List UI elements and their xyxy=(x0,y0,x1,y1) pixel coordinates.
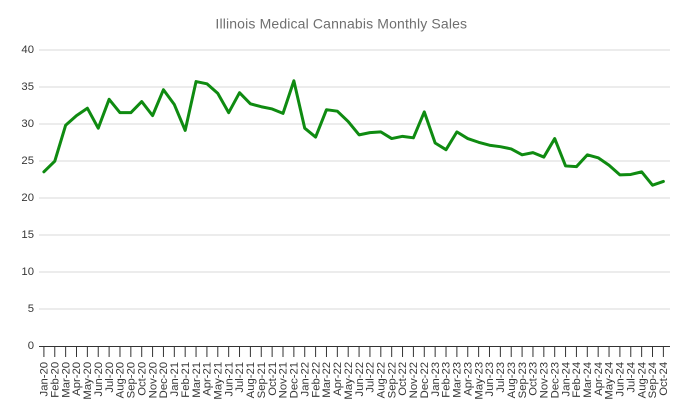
svg-text:Dec-23: Dec-23 xyxy=(549,362,561,398)
svg-text:25: 25 xyxy=(21,155,34,167)
svg-text:Apr-21: Apr-21 xyxy=(202,362,214,396)
svg-text:20: 20 xyxy=(21,192,34,204)
svg-text:Aug-21: Aug-21 xyxy=(245,362,257,398)
svg-text:Aug-23: Aug-23 xyxy=(506,362,518,398)
svg-text:Jun-21: Jun-21 xyxy=(223,362,235,397)
svg-text:Jun-22: Jun-22 xyxy=(354,362,366,397)
svg-text:Nov-20: Nov-20 xyxy=(147,362,159,398)
svg-text:Mar-23: Mar-23 xyxy=(452,362,464,398)
svg-text:Jan-20: Jan-20 xyxy=(39,362,51,397)
svg-text:Oct-23: Oct-23 xyxy=(528,362,540,396)
svg-text:Jul-21: Jul-21 xyxy=(234,362,246,393)
svg-text:Oct-22: Oct-22 xyxy=(397,362,409,396)
svg-text:Nov-22: Nov-22 xyxy=(408,362,420,398)
svg-text:Aug-22: Aug-22 xyxy=(376,362,388,398)
svg-text:Nov-23: Nov-23 xyxy=(539,362,551,398)
svg-text:May-21: May-21 xyxy=(212,362,224,400)
svg-text:Dec-20: Dec-20 xyxy=(158,362,170,398)
svg-text:Apr-22: Apr-22 xyxy=(332,362,344,396)
svg-text:Oct-21: Oct-21 xyxy=(267,362,279,396)
svg-text:Jul-20: Jul-20 xyxy=(104,362,116,393)
svg-text:May-20: May-20 xyxy=(82,362,94,400)
svg-text:Feb-20: Feb-20 xyxy=(49,362,61,398)
svg-text:Jan-23: Jan-23 xyxy=(430,362,442,397)
svg-text:Jul-23: Jul-23 xyxy=(495,362,507,393)
svg-text:Illinois Medical Cannabis Mont: Illinois Medical Cannabis Monthly Sales xyxy=(215,15,467,31)
svg-text:Feb-21: Feb-21 xyxy=(180,362,192,398)
svg-text:35: 35 xyxy=(21,81,34,93)
svg-text:Mar-20: Mar-20 xyxy=(60,362,72,398)
svg-text:30: 30 xyxy=(21,118,34,130)
svg-text:10: 10 xyxy=(21,266,34,278)
svg-text:Mar-22: Mar-22 xyxy=(321,362,333,398)
svg-text:0: 0 xyxy=(28,340,34,352)
svg-text:Sep-22: Sep-22 xyxy=(386,362,398,398)
svg-text:Sep-21: Sep-21 xyxy=(256,362,268,398)
svg-text:May-23: May-23 xyxy=(473,362,485,400)
svg-text:Sep-24: Sep-24 xyxy=(647,362,659,398)
svg-text:Jun-20: Jun-20 xyxy=(93,362,105,397)
svg-text:Jun-23: Jun-23 xyxy=(484,362,496,397)
svg-text:Jun-24: Jun-24 xyxy=(615,362,627,397)
svg-text:Apr-24: Apr-24 xyxy=(593,362,605,396)
svg-text:Feb-23: Feb-23 xyxy=(441,362,453,398)
svg-text:Oct-20: Oct-20 xyxy=(136,362,148,396)
svg-text:Feb-22: Feb-22 xyxy=(310,362,322,398)
svg-text:Jan-21: Jan-21 xyxy=(169,362,181,397)
svg-text:Sep-20: Sep-20 xyxy=(126,362,138,398)
svg-text:Jan-22: Jan-22 xyxy=(299,362,311,397)
svg-text:Dec-22: Dec-22 xyxy=(419,362,431,398)
svg-text:Sep-23: Sep-23 xyxy=(517,362,529,398)
svg-text:Mar-21: Mar-21 xyxy=(191,362,203,398)
svg-text:Apr-20: Apr-20 xyxy=(71,362,83,396)
svg-text:40: 40 xyxy=(21,44,34,56)
svg-text:Aug-24: Aug-24 xyxy=(636,362,648,398)
svg-text:Jul-24: Jul-24 xyxy=(625,362,637,393)
svg-text:Jul-22: Jul-22 xyxy=(365,362,377,393)
svg-text:15: 15 xyxy=(21,229,34,241)
svg-text:Oct-24: Oct-24 xyxy=(658,362,670,396)
svg-text:Mar-24: Mar-24 xyxy=(582,362,594,398)
svg-text:Jan-24: Jan-24 xyxy=(560,362,572,397)
svg-text:Nov-21: Nov-21 xyxy=(278,362,290,398)
svg-text:Aug-20: Aug-20 xyxy=(115,362,127,398)
svg-text:May-24: May-24 xyxy=(604,362,616,400)
svg-text:Apr-23: Apr-23 xyxy=(462,362,474,396)
svg-text:Feb-24: Feb-24 xyxy=(571,362,583,398)
svg-text:Dec-21: Dec-21 xyxy=(289,362,301,398)
svg-text:5: 5 xyxy=(28,303,34,315)
svg-text:May-22: May-22 xyxy=(343,362,355,400)
